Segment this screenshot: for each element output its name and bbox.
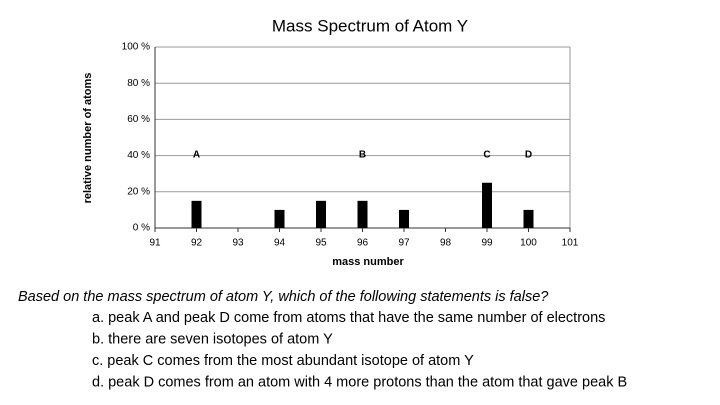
bar (399, 209, 409, 228)
y-tick-label: 0 % (133, 223, 150, 234)
y-tick-label: 60 % (127, 114, 150, 125)
x-axis-label: mass number (332, 256, 404, 268)
y-tick-label: 20 % (127, 186, 150, 197)
y-tick-label: 80 % (127, 78, 150, 89)
option: b. there are seven isotopes of atom Y (92, 331, 333, 347)
bar (191, 200, 202, 228)
x-tick-label: 98 (440, 238, 452, 249)
y-axis-label: relative number of atoms (82, 73, 94, 204)
option: a. peak A and peak D come from atoms tha… (92, 310, 605, 326)
peak-label: C (483, 150, 490, 161)
x-tick-label: 100 (520, 238, 537, 249)
bar (316, 200, 326, 228)
peak-label: D (525, 150, 532, 161)
y-tick-label: 100 % (122, 42, 150, 53)
x-tick-label: 93 (232, 238, 244, 249)
question-prompt: Based on the mass spectrum of atom Y, wh… (18, 289, 549, 305)
x-tick-label: 97 (398, 238, 410, 249)
peak-label: B (359, 150, 366, 161)
x-tick-label: 96 (357, 238, 369, 249)
option: d. peak D comes from an atom with 4 more… (92, 374, 627, 390)
peak-label: A (193, 150, 200, 161)
x-tick-label: 91 (149, 238, 161, 249)
chart-title: Mass Spectrum of Atom Y (272, 16, 468, 35)
x-tick-label: 101 (562, 238, 579, 249)
x-tick-label: 99 (481, 238, 493, 249)
y-tick-label: 40 % (127, 150, 150, 161)
bar (482, 182, 492, 228)
bar (523, 209, 534, 228)
bar (357, 200, 368, 228)
option: c. peak C comes from the most abundant i… (92, 353, 474, 369)
x-tick-label: 92 (191, 238, 203, 249)
x-tick-label: 95 (315, 238, 327, 249)
x-tick-label: 94 (274, 238, 286, 249)
bar (274, 209, 285, 228)
